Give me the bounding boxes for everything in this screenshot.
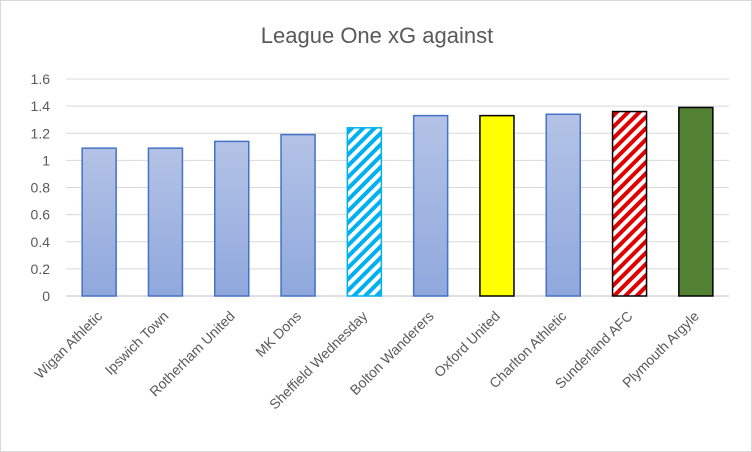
bar [214,140,250,297]
y-tick-label: 0 [42,288,50,304]
bar [280,133,316,297]
y-tick-label: 1.2 [31,125,51,141]
chart-title: League One xG against [260,23,494,48]
bar [346,127,383,297]
bar [479,114,515,297]
x-tick-label: Wigan Athletic [31,308,105,382]
y-tick-label: 0.4 [31,234,51,250]
y-tick-label: 1.4 [31,98,51,114]
bar [545,113,581,297]
y-tick-label: 1 [42,152,50,168]
x-tick-label: Ipswich Town [102,308,172,378]
bar [412,114,449,297]
y-tick-label: 0.8 [31,180,51,196]
bar [147,147,184,297]
x-tick-label: Oxford United [431,308,503,380]
bar [678,106,714,297]
x-tick-label: MK Dons [252,308,304,360]
bar [611,110,648,297]
y-tick-label: 0.2 [31,261,51,277]
y-tick-label: 0.6 [31,207,51,223]
bar [81,147,117,297]
y-tick-label: 1.6 [31,71,51,87]
